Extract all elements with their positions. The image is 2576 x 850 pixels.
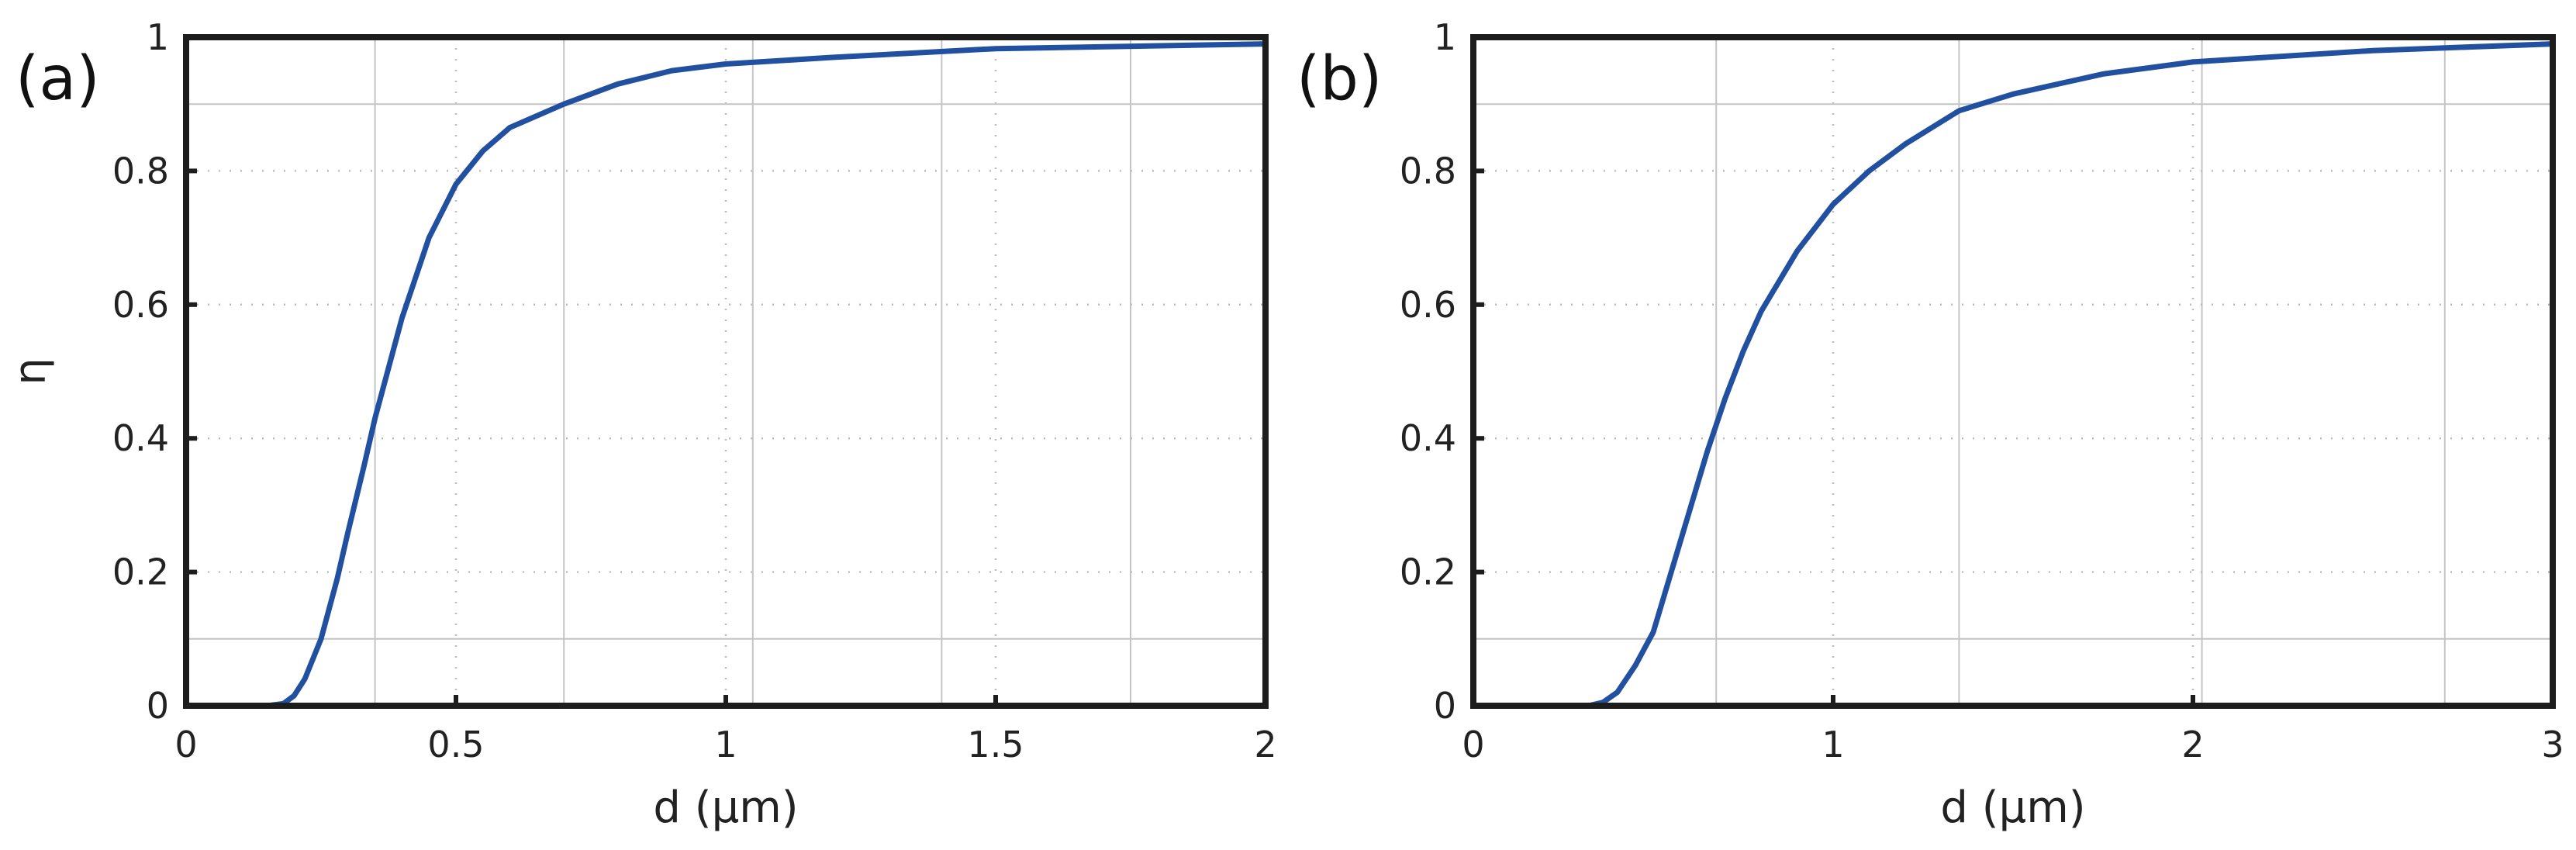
plot-frame (1470, 34, 2556, 709)
y-tick-label: 0 (1434, 685, 1456, 727)
y-tick-label: 0.4 (1400, 417, 1456, 459)
x-tick-label: 1 (714, 724, 737, 765)
y-axis-title: η (5, 358, 56, 385)
x-tick-label: 1 (1822, 724, 1844, 765)
y-tick-label: 0.8 (112, 150, 169, 192)
x-tick-label: 2 (1254, 724, 1276, 765)
y-tick-label: 0 (147, 685, 169, 727)
y-tick-label: 1 (1434, 16, 1456, 58)
efficiency-curve (1470, 41, 2556, 709)
x-axis-title: d (μm) (1940, 783, 2085, 833)
panel-label: (b) (1297, 44, 1382, 114)
x-tick-label: 0 (1462, 724, 1484, 765)
panel-a: 0 0.5 1 1.5 2 0 0.2 0.4 0.6 0.8 1 d (μm) η (a) (5, 16, 1277, 833)
panel-b: 0 1 2 3 0 0.2 0.4 0.6 0.8 1 d (μm) (b) (1297, 16, 2564, 833)
grid-lines (1473, 37, 2553, 706)
y-tick-label: 0.8 (1400, 150, 1456, 192)
y-tick-label: 1 (147, 16, 169, 58)
x-tick-label: 0 (174, 724, 197, 765)
y-tick-label: 0.2 (112, 551, 169, 593)
y-tick-label: 0.6 (112, 284, 169, 326)
grid-lines (186, 37, 1266, 706)
plot-frame (183, 34, 1269, 709)
y-tick-label: 0.2 (1400, 551, 1456, 593)
y-tick-label: 0.4 (112, 417, 169, 459)
x-tick-label: 1.5 (967, 724, 1024, 765)
tick-marks (1471, 35, 2555, 708)
x-tick-label: 2 (2181, 724, 2204, 765)
y-tick-label: 0.6 (1400, 284, 1456, 326)
tick-marks (184, 35, 1268, 708)
x-tick-label: 0.5 (427, 724, 484, 765)
x-axis-title: d (μm) (653, 783, 798, 833)
x-tick-label: 3 (2541, 724, 2564, 765)
efficiency-curve (183, 41, 1269, 709)
panel-label: (a) (16, 44, 100, 114)
